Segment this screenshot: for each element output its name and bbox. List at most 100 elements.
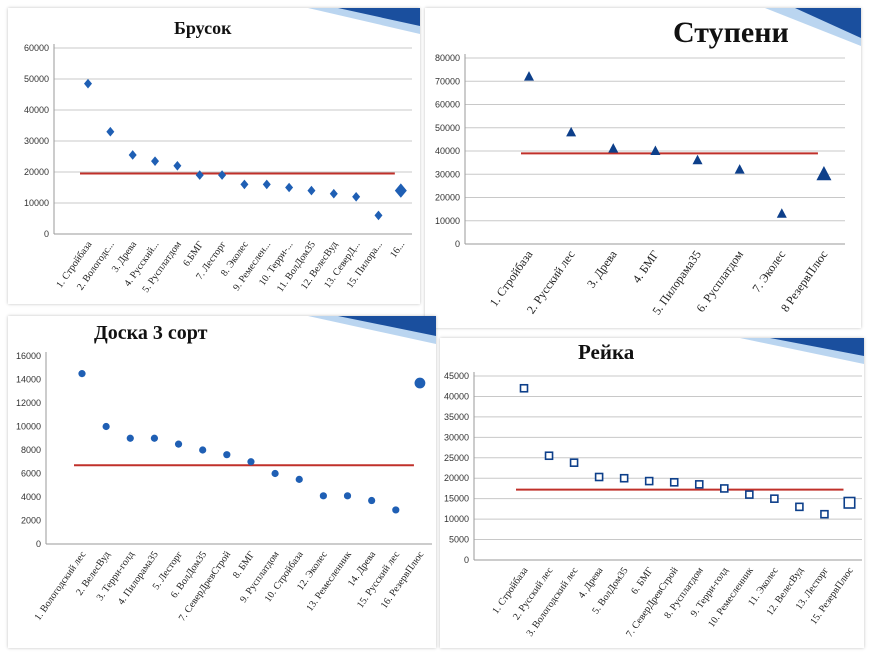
x-category-label: 7. Эколес xyxy=(749,248,788,295)
y-tick-label: 30000 xyxy=(444,432,469,442)
y-tick-label: 8000 xyxy=(21,445,41,455)
data-point-square xyxy=(519,383,529,393)
y-tick-label: 50000 xyxy=(435,123,460,133)
data-point-triangle xyxy=(692,154,703,165)
y-tick-label: 2000 xyxy=(21,516,41,526)
y-tick-label: 6000 xyxy=(21,469,41,479)
decor-banner-dark xyxy=(338,316,436,336)
data-point-square xyxy=(694,480,704,489)
data-point-circle xyxy=(368,496,376,505)
y-tick-label: 30000 xyxy=(435,169,460,179)
data-point-diamond xyxy=(128,150,137,160)
data-point-circle xyxy=(223,451,231,459)
data-point-square xyxy=(619,473,629,483)
data-point-square xyxy=(719,484,729,493)
y-tick-label: 40000 xyxy=(444,391,469,401)
x-category-label: 16... xyxy=(388,239,407,260)
data-point-diamond xyxy=(84,78,92,89)
data-point-square xyxy=(644,476,654,486)
data-point-square xyxy=(843,496,856,509)
data-point-circle xyxy=(126,434,134,442)
y-tick-label: 40000 xyxy=(435,146,460,156)
data-point-diamond xyxy=(218,170,227,180)
data-point-diamond xyxy=(173,161,182,171)
y-tick-label: 10000 xyxy=(16,422,41,432)
data-point-square xyxy=(594,472,604,482)
y-tick-label: 45000 xyxy=(444,371,469,381)
chart-panel-brusok: 0 10000 20000 30000 40000 50000 60000 1. Стройб… xyxy=(8,8,420,304)
chart-title-brusok: Брусок xyxy=(174,18,232,38)
data-point-diamond xyxy=(374,210,383,221)
y-tick-label: 10000 xyxy=(444,514,469,524)
y-tick-label: 5000 xyxy=(449,535,469,545)
data-point-diamond xyxy=(195,170,204,180)
data-point-circle xyxy=(78,370,86,378)
y-tick-label: 30000 xyxy=(24,136,49,146)
data-point-diamond xyxy=(394,183,407,198)
x-category-label: 3. Древа xyxy=(584,247,620,290)
y-tick-label: 40000 xyxy=(24,105,49,115)
data-point-triangle xyxy=(608,143,619,153)
data-point-square xyxy=(770,494,779,503)
y-tick-label: 4000 xyxy=(21,492,41,502)
x-category-label: 6. БМГ xyxy=(629,565,656,596)
data-point-square xyxy=(669,478,679,487)
y-tick-label: 15000 xyxy=(444,494,469,504)
y-tick-label: 35000 xyxy=(444,412,469,422)
data-point-circle xyxy=(102,422,110,431)
data-point-circle xyxy=(199,446,207,454)
y-tick-label: 0 xyxy=(36,539,41,549)
y-tick-label: 10000 xyxy=(435,216,460,226)
data-point-diamond xyxy=(329,188,338,199)
y-tick-label: 14000 xyxy=(16,375,41,385)
data-point-circle xyxy=(414,377,426,389)
data-point-triangle xyxy=(776,208,787,218)
decor-banner-dark xyxy=(795,8,861,38)
data-point-circle xyxy=(247,458,255,466)
data-point-triangle xyxy=(566,126,577,137)
data-point-circle xyxy=(295,475,303,483)
data-point-circle xyxy=(392,506,400,514)
data-point-triangle xyxy=(650,145,661,155)
y-tick-label: 0 xyxy=(455,239,460,249)
chart-svg-doska: 02000400060008000100001200014000160001. … xyxy=(16,316,436,623)
chart-panel-stupeni: 0 10000 20000 30000 40000 50000 60000 70000 8000… xyxy=(425,8,861,328)
data-point-square xyxy=(745,490,754,499)
data-point-circle xyxy=(150,434,159,442)
y-tick-label: 16000 xyxy=(16,351,41,361)
data-point-diamond xyxy=(307,185,316,196)
data-point-square xyxy=(820,509,829,519)
chart-svg-stupeni: 0 10000 20000 30000 40000 50000 60000 70000 8000… xyxy=(435,8,861,317)
decor-banner-dark xyxy=(338,8,420,26)
data-point-circle xyxy=(174,440,183,448)
y-tick-label: 20000 xyxy=(24,167,49,177)
y-tick-label: 80000 xyxy=(435,53,460,63)
data-point-circle xyxy=(319,492,327,500)
chart-svg-reika: 0 5000 10000 15000 20000 25000 30000 35000 40000… xyxy=(444,338,864,639)
y-tick-label: 10000 xyxy=(24,198,49,208)
data-point-diamond xyxy=(151,156,160,166)
data-point-diamond xyxy=(240,179,249,190)
decor-banner-dark xyxy=(770,338,864,356)
y-tick-label: 20000 xyxy=(435,193,460,203)
y-tick-label: 60000 xyxy=(24,43,49,53)
data-point-circle xyxy=(271,469,279,478)
y-tick-label: 12000 xyxy=(16,398,41,408)
chart-panel-reika: 0 5000 10000 15000 20000 25000 30000 35000 40000… xyxy=(440,338,864,648)
data-point-diamond xyxy=(285,182,294,193)
data-point-triangle xyxy=(816,166,832,181)
data-point-diamond xyxy=(262,179,271,190)
chart-title-stupeni: Ступени xyxy=(673,16,789,49)
data-point-square xyxy=(569,458,579,467)
data-point-diamond xyxy=(352,192,361,202)
y-tick-label: 60000 xyxy=(435,100,460,110)
data-point-triangle xyxy=(734,164,745,174)
data-point-square xyxy=(795,502,804,512)
y-tick-label: 50000 xyxy=(24,74,49,84)
chart-panel-doska: 0 2000 4000 6000 8000 10000 12000 14000 16000 1. … xyxy=(8,316,436,648)
y-tick-label: 70000 xyxy=(435,76,460,86)
y-tick-label: 0 xyxy=(464,555,469,565)
x-category-label: 4. БМГ xyxy=(629,248,661,286)
data-point-triangle xyxy=(524,71,534,81)
